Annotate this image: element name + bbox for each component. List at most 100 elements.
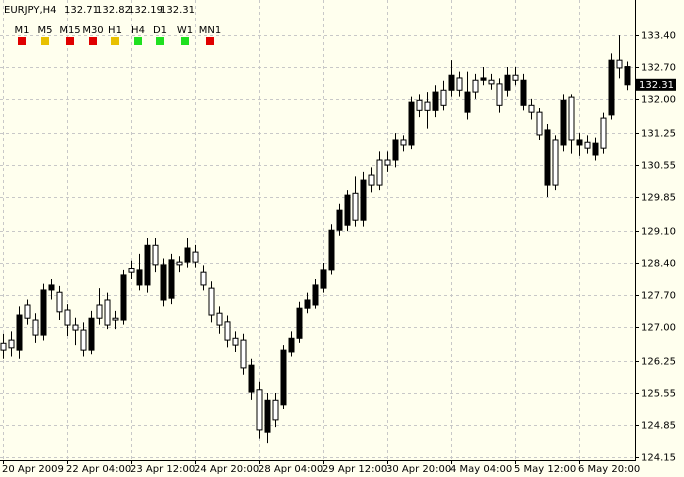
current-price-label: 132.31 [639,80,674,91]
indicator-label: M1 [15,25,30,36]
candle-body [184,247,191,263]
candle-body [504,74,511,91]
candle-body [448,74,455,91]
y-tick-label: 124.15 [641,453,676,464]
candle-body [192,251,199,263]
candle-body [152,244,159,266]
candle-body [48,284,55,291]
indicator-status [111,37,119,45]
candle-body [400,139,407,146]
y-tick-label: 129.10 [641,227,676,238]
candle-body [208,287,215,316]
indicator-label: D1 [153,25,167,36]
candle-body [600,117,607,149]
x-tick-label: 22 Apr 04:00 [66,464,131,475]
candle-body [576,139,583,146]
x-tick-label: 29 Apr 12:00 [322,464,387,475]
candle-body [64,309,71,326]
candle-body [224,321,231,341]
candle-body [120,274,127,321]
x-tick-label: 28 Apr 04:00 [258,464,323,475]
candle-body [568,96,575,141]
candle-body [168,259,175,299]
x-tick-label: 20 Apr 2009 [2,464,64,475]
candle-body [512,74,519,81]
candle-body [368,174,375,186]
candle-body [552,139,559,186]
candle-body [144,244,151,286]
x-tick-label: 24 Apr 20:00 [194,464,259,475]
x-tick-label: 30 Apr 20:00 [386,464,451,475]
y-tick-label: 132.70 [641,63,676,74]
indicator-status [66,37,74,45]
candle-body [32,319,39,336]
candle-body [104,299,111,326]
y-tick-label: 126.25 [641,357,676,368]
candle-body [8,339,15,349]
candle-body [88,317,95,351]
candle-body [536,111,543,136]
header-low: 132.19 [128,5,163,16]
y-tick-label: 127.70 [641,291,676,302]
candle-body [560,99,567,146]
x-tick-label: 23 Apr 12:00 [130,464,195,475]
current-price-box [636,78,676,91]
candle-body [496,83,503,106]
candle-body [520,79,527,106]
candle-body [488,79,495,85]
indicator-status [156,37,164,45]
candle-body [440,89,447,106]
indicator-status [134,37,142,45]
candle-body [384,159,391,166]
indicator-status [181,37,189,45]
indicator-label: M15 [59,25,80,36]
candle-body [416,99,423,111]
header-open: 132.71 [64,5,99,16]
candle-body [544,129,551,186]
candle-body [80,329,87,351]
candle-body [352,192,359,221]
candle-body [424,101,431,111]
x-tick-label: 4 May 04:00 [450,464,512,475]
y-tick-label: 133.40 [641,31,676,42]
candle-body [176,261,183,266]
candle-body [360,179,367,221]
indicator-status [206,37,214,45]
candle-body [280,349,287,406]
candle-body [456,77,463,91]
indicator-label: H4 [131,25,145,36]
indicator-status [41,37,49,45]
candle-body [240,339,247,369]
candle-body [408,101,415,146]
y-tick-label: 130.55 [641,161,676,172]
candle-body [96,304,103,319]
candle-body [472,79,479,93]
candle-body [272,399,279,421]
candle-body [320,269,327,289]
candle-body [608,59,615,116]
candle-body [112,317,119,321]
candle-body [296,307,303,339]
candle-body [616,59,623,69]
candle-body [480,77,487,81]
candle-body [288,337,295,353]
indicator-label: MN1 [199,25,221,36]
candle-body [16,314,23,351]
y-tick-label: 131.25 [641,129,676,140]
candle-body [200,271,207,286]
candles [0,35,631,444]
y-tick-label: 128.40 [641,259,676,270]
candle-body [336,209,343,231]
indicator-label: W1 [177,25,193,36]
indicator-label: M5 [38,25,53,36]
candle-body [328,229,335,271]
y-tick-label: 132.00 [641,95,676,106]
x-tick-label: 6 May 20:00 [578,464,640,475]
candle-body [72,324,79,331]
candle-body [432,91,439,111]
header-close: 132.31 [160,5,195,16]
header-high: 132.82 [96,5,131,16]
candle-body [128,268,135,273]
